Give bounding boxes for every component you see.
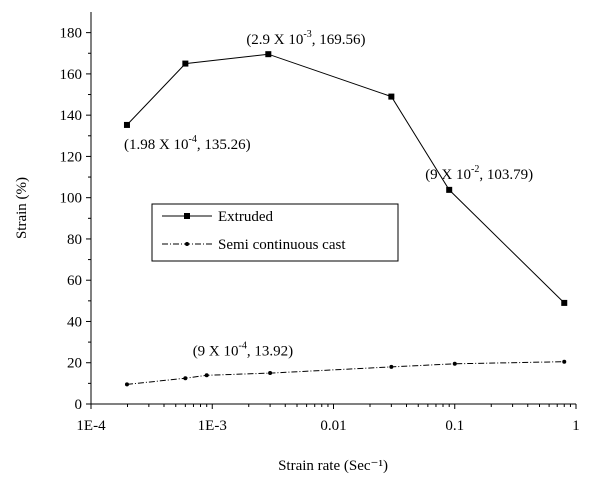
x-tick-label: 1: [572, 418, 580, 434]
data-point: [123, 121, 130, 128]
legend-extruded-label: Extruded: [218, 209, 273, 225]
data-point: [389, 364, 394, 369]
x-ticks: 1E-4 1E-3 0.01 0.1 1: [76, 404, 580, 434]
y-tick-label: 80: [67, 232, 82, 248]
legend-extruded-marker: [184, 213, 190, 219]
legend-semi-label: Semi continuous cast: [218, 237, 346, 253]
y-tick-label: 160: [60, 67, 83, 83]
point-annotation: (1.98 X 10-4, 135.26): [124, 134, 251, 153]
y-tick-label: 140: [60, 108, 83, 124]
y-ticks: 0 20 40 60 80 100 120 140 160 180: [60, 26, 91, 413]
y-tick-label: 20: [67, 356, 82, 372]
data-point: [562, 359, 567, 364]
series-line-1: [126, 361, 565, 385]
point-annotation: (9 X 10-2, 103.79): [425, 164, 533, 183]
y-tick-label: 120: [60, 149, 83, 165]
x-tick-label: 1E-4: [76, 418, 106, 434]
x-tick-label: 1E-3: [198, 418, 227, 434]
x-tick-label: 0.01: [320, 418, 346, 434]
y-axis-label: Strain (%): [14, 177, 30, 239]
y-tick-label: 0: [75, 397, 83, 413]
y-tick-label: 40: [67, 314, 82, 330]
point-annotation: (2.9 X 10-3, 169.56): [246, 29, 365, 48]
data-point: [182, 60, 189, 67]
legend-semi-marker: [185, 242, 189, 246]
point-annotation: (9 X 10-4, 13.92): [193, 340, 293, 359]
y-tick-label: 180: [60, 26, 83, 42]
data-point: [124, 382, 129, 387]
data-point: [446, 186, 453, 193]
x-tick-label: 0.1: [445, 418, 464, 434]
legend-box: [151, 203, 399, 262]
series-line-0: [126, 53, 565, 304]
x-axis-label: Strain rate (Sec⁻¹): [278, 458, 388, 474]
annotations-layer: (1.98 X 10-4, 135.26) (2.9 X 10-3, 169.56…: [124, 29, 533, 359]
data-point: [388, 93, 395, 100]
data-point: [452, 361, 457, 366]
y-tick-label: 60: [67, 273, 82, 289]
y-tick-label: 100: [60, 191, 83, 207]
data-point: [561, 299, 568, 306]
legend: Extruded Semi continuous cast: [151, 203, 399, 262]
data-point: [265, 51, 272, 58]
series-layer: [123, 51, 568, 387]
data-point: [268, 371, 273, 376]
data-point: [183, 376, 188, 381]
data-point: [204, 373, 209, 378]
